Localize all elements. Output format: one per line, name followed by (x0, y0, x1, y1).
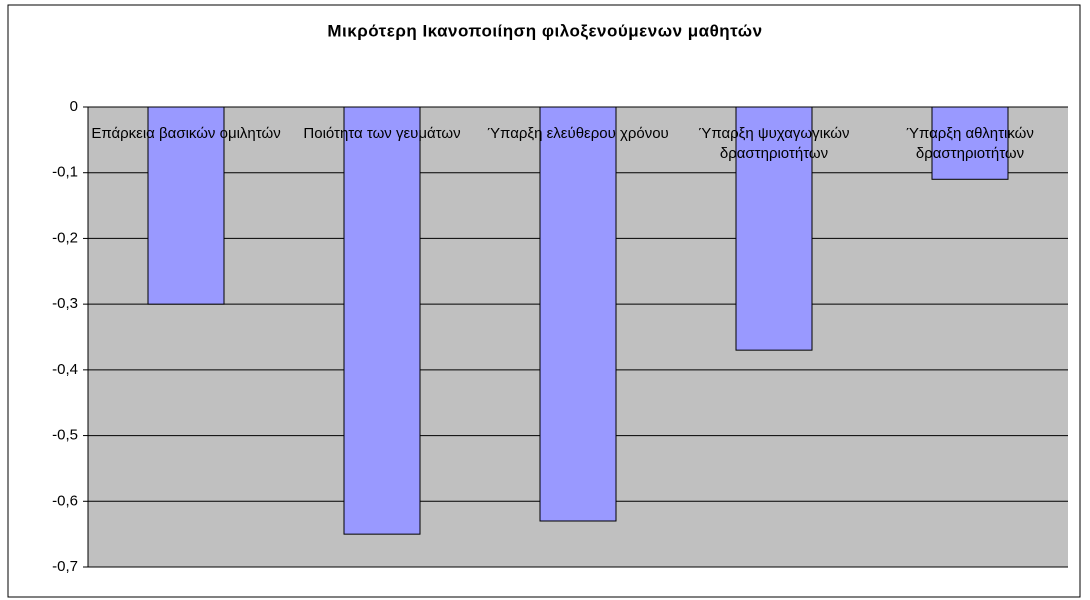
y-tick-label: -0,1 (52, 164, 78, 181)
bar (931, 106, 1009, 180)
y-tick-label: -0,4 (52, 361, 78, 378)
y-tick-label: 0 (70, 98, 78, 115)
bar (147, 106, 225, 305)
y-tick-label: -0,6 (52, 492, 78, 509)
y-tick-label: -0,3 (52, 295, 78, 312)
y-tick-label: -0,5 (52, 427, 78, 444)
x-tick-label: Ύπαρξη ελεύθερου χρόνου (487, 125, 669, 142)
x-tick-label: Ποιότητα των γευμάτων (303, 125, 461, 142)
chart-title: Μικρότερη Ικανοποιίηση φιλοξενούμενων μα… (327, 21, 762, 40)
y-tick-label: -0,2 (52, 229, 78, 246)
x-tick-label: Ύπαρξη ψυχαγωγικών δραστηριοτήτων (698, 125, 850, 162)
x-tick-label: Ύπαρξη αθλητικών δραστηριοτήτων (906, 125, 1034, 162)
x-tick-label: Επάρκεια βασικών ομιλητών (91, 125, 281, 142)
bar (539, 106, 617, 522)
bar (343, 106, 421, 535)
bar (735, 106, 813, 351)
y-tick-label: -0,7 (52, 558, 78, 575)
